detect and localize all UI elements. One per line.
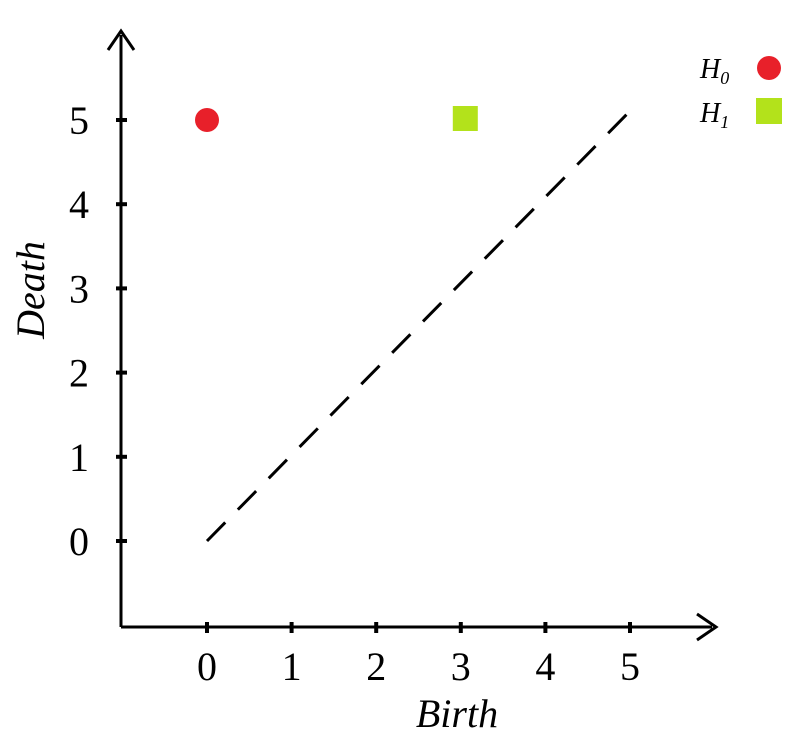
- x-axis-arrow: [696, 612, 719, 642]
- x-tick-label: 1: [282, 644, 302, 689]
- y-axis-arrow: [106, 28, 136, 51]
- y-ticks: 0 1 2 3 4 5: [69, 98, 127, 564]
- point-h1: [452, 106, 478, 131]
- x-axis-label: Birth: [416, 691, 498, 736]
- legend-label-h1: H1: [699, 98, 729, 132]
- x-tick-label: 5: [620, 644, 640, 689]
- legend-marker-h0: [757, 56, 781, 80]
- data-points: [195, 106, 478, 132]
- y-tick-label: 0: [69, 519, 89, 564]
- axes: [106, 28, 719, 642]
- x-tick-label: 0: [197, 644, 217, 689]
- x-tick-label: 2: [366, 644, 386, 689]
- x-ticks: 0 1 2 3 4 5: [197, 622, 640, 689]
- y-tick-label: 3: [69, 266, 89, 311]
- point-h0: [195, 108, 219, 132]
- x-tick-label: 3: [451, 644, 471, 689]
- y-tick-label: 1: [69, 435, 89, 480]
- y-tick-label: 5: [69, 98, 89, 143]
- legend-marker-h1: [756, 98, 782, 124]
- x-tick-label: 4: [535, 644, 555, 689]
- y-tick-label: 2: [69, 351, 89, 396]
- y-axis-label: Death: [8, 241, 53, 340]
- diagonal-line: [205, 106, 635, 543]
- y-tick-label: 4: [69, 182, 89, 227]
- legend-label-h0: H0: [699, 54, 729, 88]
